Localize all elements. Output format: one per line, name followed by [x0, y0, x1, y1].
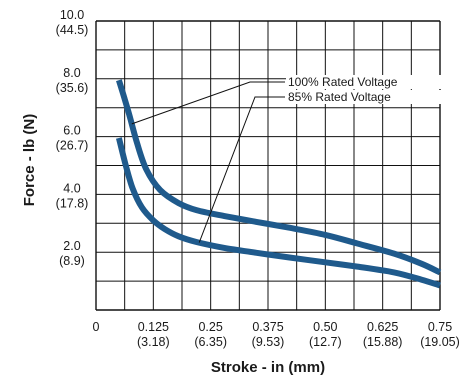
annotation-label-background	[286, 75, 444, 89]
y-tick-label: 2.0	[63, 239, 80, 253]
y-tick-sublabel: (8.9)	[59, 254, 85, 268]
annotation-label-background	[286, 90, 444, 104]
x-tick-sublabel: (12.7)	[309, 335, 342, 349]
x-tick-sublabel: (19.05)	[420, 335, 460, 349]
annotation-leader-line	[131, 81, 285, 125]
x-tick-label: 0.125	[138, 320, 169, 334]
y-tick-label: 4.0	[63, 181, 80, 195]
x-tick-label: 0.625	[367, 320, 398, 334]
x-axis-title: Stroke - in (mm)	[211, 359, 325, 376]
x-tick-label: 0.25	[198, 320, 222, 334]
x-tick-label: 0	[93, 320, 100, 334]
y-tick-label: 10.0	[60, 8, 84, 22]
series-lines	[115, 79, 442, 289]
y-tick-label: 6.0	[63, 124, 80, 138]
x-tick-sublabel: (6.35)	[194, 335, 227, 349]
y-tick-sublabel: (44.5)	[56, 23, 89, 37]
x-tick-label: 0.50	[313, 320, 337, 334]
annotation-label: 85% Rated Voltage	[288, 90, 391, 104]
x-tick-sublabel: (9.53)	[252, 335, 285, 349]
x-tick-sublabel: (3.18)	[137, 335, 170, 349]
annotation-leader-line	[198, 96, 285, 243]
series-line-1	[115, 137, 441, 289]
annotation-label: 100% Rated Voltage	[288, 75, 398, 89]
y-tick-labels: 10.0(44.5) 8.0(35.6) 6.0(26.7) 4.0(17.8) 2.0…	[56, 8, 89, 268]
y-tick-sublabel: (17.8)	[56, 196, 89, 210]
x-tick-sublabel: (15.88)	[363, 335, 403, 349]
y-axis-title: Force - lb (N)	[21, 114, 38, 207]
x-tick-label: 0.375	[252, 320, 283, 334]
y-tick-label: 8.0	[63, 66, 80, 80]
y-tick-sublabel: (26.7)	[56, 139, 89, 153]
x-tick-labels: 0 0.125(3.18) 0.25(6.35) 0.375(9.53) 0.50(12…	[93, 320, 460, 349]
y-tick-sublabel: (35.6)	[56, 81, 89, 95]
series-line-0	[116, 79, 442, 276]
x-tick-label: 0.75	[428, 320, 452, 334]
